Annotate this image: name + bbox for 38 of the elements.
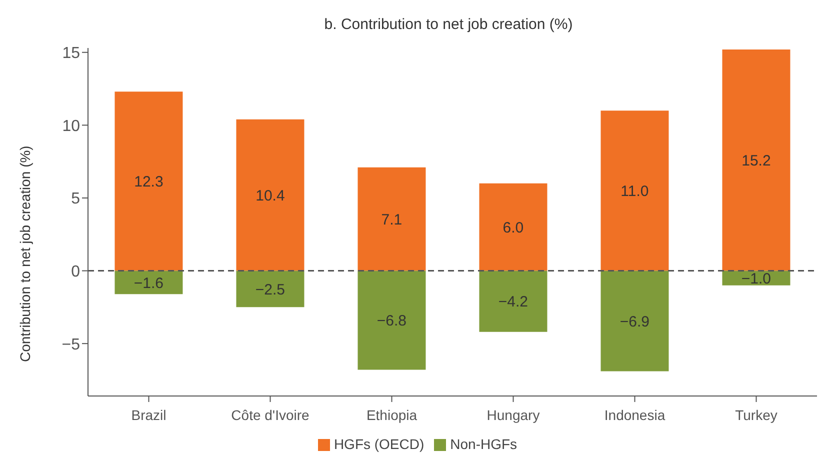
text: −6.8	[376, 312, 407, 330]
text: −1.0	[741, 270, 772, 288]
text: 15.2	[742, 152, 771, 170]
bar	[479, 270, 548, 332]
x-tick-label: Indonesia	[604, 406, 666, 423]
legend-label: HGFs (OECD)	[334, 436, 424, 452]
text: 10.4	[256, 187, 285, 204]
text: −2.5	[255, 281, 286, 298]
legend-label: Non-HGFs	[450, 436, 518, 452]
y-tick-label: 5	[71, 190, 80, 208]
x-tick-label: Hungary	[486, 406, 540, 423]
bar	[358, 167, 426, 271]
bar	[236, 119, 304, 271]
text: 11.0	[620, 183, 649, 200]
bar	[600, 110, 669, 271]
bar	[114, 270, 183, 294]
y-tick-label: −5	[62, 336, 80, 354]
x-tick-label: Turkey	[735, 406, 778, 423]
x-tick-label: Brazil	[131, 406, 166, 423]
bar	[600, 270, 669, 372]
bar	[236, 270, 304, 308]
text: 7.1	[381, 211, 402, 228]
text: 12.3	[134, 174, 164, 191]
y-tick-label: 10	[62, 118, 80, 135]
text: 6.0	[502, 219, 524, 236]
bar	[114, 92, 183, 271]
text: −6.9	[620, 313, 650, 330]
y-axis-title: Contribution to net job creation (%)	[16, 146, 33, 362]
chart-title: b. Contribution to net job creation (%)	[323, 16, 574, 33]
x-tick-label: Côte d'Ivoire	[231, 406, 310, 423]
text: −1.6	[134, 274, 164, 292]
bar	[479, 183, 548, 271]
bar	[722, 49, 790, 271]
text: −4.2	[498, 294, 528, 311]
y-tick-label: 0	[71, 263, 80, 280]
bar	[358, 270, 426, 370]
x-tick-label: Ethiopia	[366, 406, 418, 423]
y-tick-label: 15	[62, 45, 80, 62]
